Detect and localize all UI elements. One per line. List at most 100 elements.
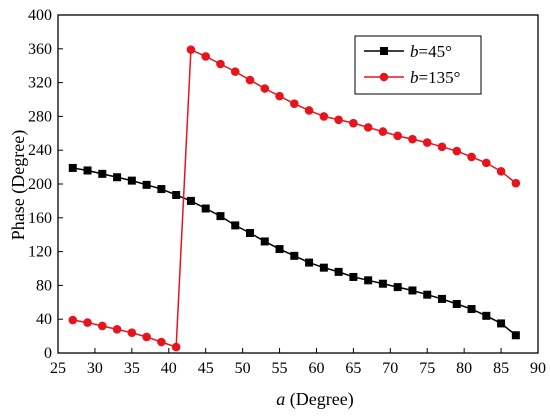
- y-tick-label: 360: [28, 41, 52, 58]
- data-point-series-1: [378, 279, 387, 288]
- data-point-series-2: [216, 59, 225, 69]
- y-tick-label: 400: [28, 7, 52, 24]
- data-point-series-1: [260, 237, 269, 246]
- data-point-series-1: [127, 176, 136, 185]
- data-point-series-1: [201, 204, 210, 213]
- legend-marker-series-2: [379, 72, 389, 82]
- data-point-series-2: [245, 75, 255, 85]
- data-point-series-2: [275, 91, 284, 101]
- data-point-series-1: [83, 166, 92, 175]
- x-tick-label: 85: [493, 360, 509, 377]
- y-tick-label: 0: [44, 345, 52, 362]
- legend-box: [354, 35, 482, 95]
- data-point-series-1: [482, 311, 491, 320]
- legend-label-series-1: b=45°: [410, 42, 452, 61]
- data-point-series-2: [496, 167, 506, 176]
- data-point-series-1: [275, 245, 284, 254]
- x-tick-label: 55: [272, 360, 288, 377]
- x-axis-unit: (Degree): [285, 389, 353, 410]
- data-point-series-2: [157, 337, 166, 347]
- data-point-series-2: [482, 158, 491, 168]
- data-point-series-1: [113, 173, 122, 182]
- y-tick-label: 160: [28, 210, 52, 227]
- data-point-series-2: [467, 152, 476, 162]
- data-point-series-1: [98, 169, 107, 178]
- data-point-series-1: [334, 267, 343, 276]
- data-point-series-2: [171, 342, 181, 352]
- data-point-series-2: [334, 115, 343, 125]
- legend-marker-series-1: [380, 47, 388, 55]
- x-tick-label: 30: [87, 360, 103, 377]
- data-point-series-1: [157, 185, 166, 194]
- data-point-series-2: [112, 325, 122, 334]
- data-point-series-2: [127, 328, 137, 338]
- data-point-series-2: [452, 146, 462, 156]
- data-point-series-1: [467, 305, 476, 314]
- data-point-series-2: [68, 315, 78, 325]
- data-point-series-1: [438, 294, 446, 303]
- legend-label-series-2: b=135°: [410, 68, 460, 87]
- x-tick-label: 35: [124, 360, 140, 377]
- data-point-series-2: [98, 321, 107, 331]
- data-point-series-2: [142, 332, 151, 342]
- data-point-series-1: [216, 212, 225, 221]
- data-point-series-2: [437, 142, 447, 152]
- data-point-series-2: [378, 127, 388, 136]
- data-point-series-1: [142, 180, 151, 189]
- data-point-series-2: [304, 106, 314, 115]
- data-point-series-2: [230, 67, 240, 76]
- data-point-series-2: [83, 318, 92, 327]
- data-point-series-2: [290, 99, 299, 109]
- data-point-series-2: [393, 131, 402, 141]
- legend: b=45° b=135°: [354, 35, 482, 95]
- data-point-series-1: [408, 286, 417, 295]
- data-point-series-2: [511, 178, 521, 188]
- y-tick-label: 280: [28, 108, 52, 125]
- data-point-series-2: [186, 45, 196, 54]
- data-point-series-1: [423, 290, 432, 299]
- data-point-series-1: [364, 276, 373, 285]
- series-line-1: [72, 167, 517, 336]
- data-point-series-1: [231, 221, 240, 230]
- data-point-series-1: [246, 229, 254, 238]
- x-tick-label: 45: [198, 360, 214, 377]
- data-point-series-2: [319, 112, 329, 121]
- data-point-series-1: [319, 263, 328, 272]
- data-point-series-2: [422, 138, 432, 147]
- data-point-series-1: [393, 283, 402, 292]
- data-point-series-2: [349, 118, 358, 128]
- data-point-series-1: [511, 331, 520, 340]
- data-point-series-1: [68, 163, 77, 172]
- data-point-series-1: [186, 196, 195, 205]
- y-tick-label: 80: [36, 277, 52, 294]
- x-tick-label: 80: [456, 360, 472, 377]
- data-point-series-1: [497, 319, 506, 328]
- series-layer: [68, 45, 521, 352]
- x-tick-label: 50: [235, 360, 251, 377]
- x-tick-label: 70: [382, 360, 398, 377]
- x-tick-label: 25: [50, 360, 66, 377]
- y-tick-label: 240: [28, 142, 52, 159]
- x-axis-variable: a: [276, 389, 285, 409]
- y-tick-label: 40: [36, 311, 52, 328]
- axis-ticks: 25 30 35 40 45 50 55 60 65 70 75 80 85 90 0 40 80 120 160 2…: [28, 7, 546, 377]
- data-point-series-2: [260, 84, 270, 93]
- x-axis-label: a (Degree): [276, 389, 353, 410]
- y-tick-label: 200: [28, 176, 52, 193]
- x-tick-label: 60: [308, 360, 324, 377]
- y-tick-label: 320: [28, 75, 52, 92]
- x-tick-label: 40: [161, 360, 177, 377]
- data-point-series-1: [172, 190, 181, 199]
- data-point-series-2: [408, 134, 417, 144]
- y-tick-label: 120: [28, 244, 52, 261]
- x-tick-label: 90: [530, 360, 546, 377]
- data-point-series-1: [290, 251, 299, 260]
- data-point-series-1: [349, 272, 358, 281]
- x-tick-label: 65: [345, 360, 361, 377]
- data-point-series-1: [305, 258, 314, 267]
- x-tick-label: 75: [419, 360, 435, 377]
- y-axis-label: Phase (Degree): [8, 130, 29, 240]
- data-point-series-2: [201, 52, 210, 61]
- data-point-series-2: [363, 123, 373, 132]
